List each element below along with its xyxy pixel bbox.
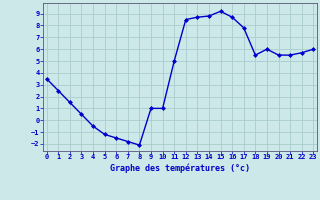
X-axis label: Graphe des températures (°c): Graphe des températures (°c) [110, 163, 250, 173]
